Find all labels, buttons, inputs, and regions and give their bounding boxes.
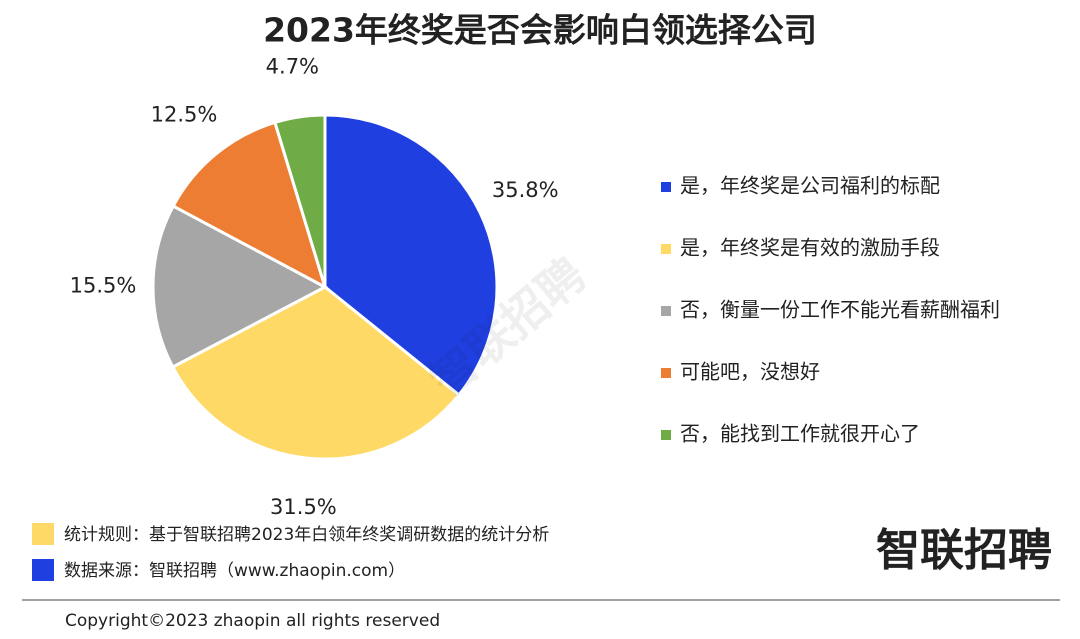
note: 数据来源：智联招聘（www.zhaopin.com） — [64, 561, 405, 581]
legend-swatch — [661, 430, 671, 440]
pie-slice — [323, 113, 499, 398]
data-label: 4.7% — [266, 54, 319, 78]
logo: 智联招聘 — [876, 525, 1052, 576]
note: 统计规则：基于智联招聘2023年白领年终奖调研数据的统计分析 — [64, 525, 549, 545]
legend-label: 是，年终奖是公司福利的标配 — [680, 174, 940, 198]
copyright: Copyright©2023 zhaopin all rights reserv… — [65, 611, 440, 631]
pie — [151, 113, 499, 461]
data-label: 35.8% — [492, 178, 559, 202]
legend-swatch — [661, 306, 671, 316]
legend-label: 否，能找到工作就很开心了 — [680, 422, 920, 446]
note-swatch — [32, 523, 54, 545]
note-swatch — [32, 559, 54, 581]
chart-title: 2023年终奖是否会影响白领选择公司 — [263, 11, 817, 50]
pie-slice — [273, 113, 327, 288]
legend-swatch — [661, 182, 671, 192]
legend-label: 可能吧，没想好 — [680, 360, 820, 384]
pie-slice — [151, 204, 329, 370]
legend-label: 是，年终奖是有效的激励手段 — [680, 236, 940, 260]
legend-label: 否，衡量一份工作不能光看薪酬福利 — [680, 298, 1000, 322]
legend-swatch — [661, 244, 671, 254]
data-label: 12.5% — [151, 103, 218, 127]
data-label: 31.5% — [270, 495, 337, 519]
data-label: 15.5% — [70, 273, 137, 297]
legend-swatch — [661, 368, 671, 378]
